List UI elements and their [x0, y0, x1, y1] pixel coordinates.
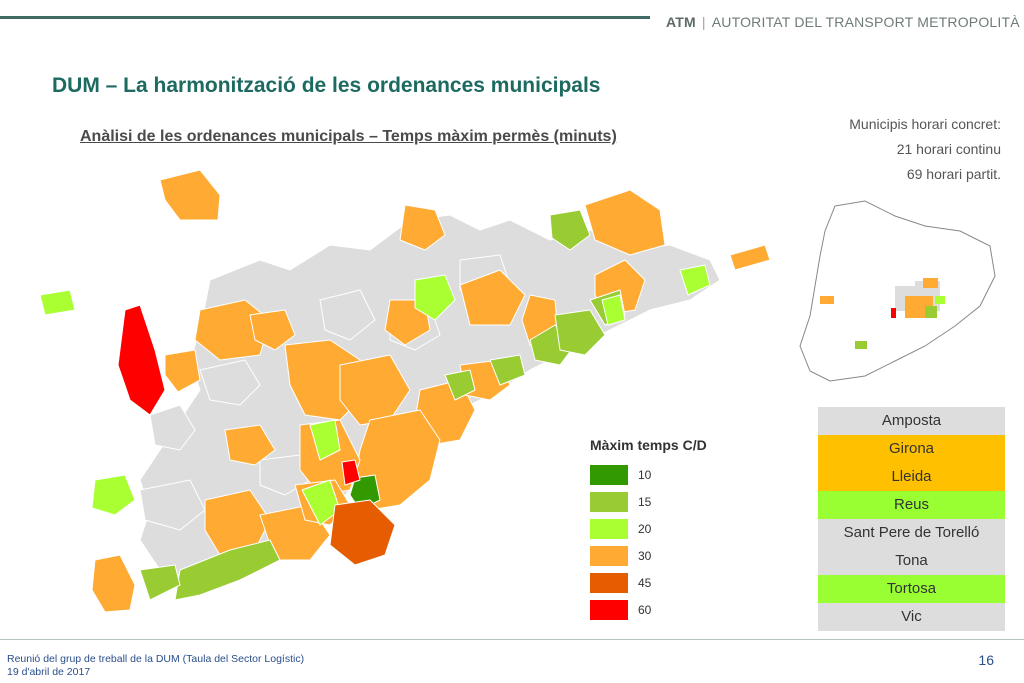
brand-separator: |	[701, 14, 706, 30]
map-region-grey	[149, 404, 196, 451]
legend-value: 45	[638, 575, 652, 590]
minimap-orange-region	[923, 278, 938, 288]
map-region-30	[584, 189, 666, 256]
legend-row: 15	[590, 488, 707, 515]
city-row: Amposta	[818, 407, 1005, 435]
slide-title: DUM – La harmonització de les ordenances…	[52, 74, 601, 97]
legend-title: Màxim temps C/D	[590, 437, 707, 453]
map-region-30	[729, 244, 771, 271]
catalonia-minimap	[799, 200, 996, 382]
city-table: Amposta Girona Lleida Reus Sant Pere de Tore…	[818, 407, 1005, 631]
legend-swatch	[590, 518, 628, 539]
minimap-red-region	[891, 308, 896, 318]
map-legend: Màxim temps C/D 10 15 20 30 45 60	[590, 437, 707, 623]
map-region-20	[414, 274, 456, 321]
footer-meeting: Reunió del grup de treball de la DUM (Ta…	[7, 653, 305, 665]
map-region-45	[329, 499, 396, 566]
map-region-30	[459, 269, 526, 326]
municipalities-map	[39, 169, 771, 613]
map-region-20	[309, 419, 341, 461]
legend-value: 60	[638, 602, 652, 617]
map-region-grey	[199, 359, 261, 406]
legend-row: 20	[590, 515, 707, 542]
map-region-60	[341, 459, 361, 486]
footer-date: 19 d'abril de 2017	[7, 666, 91, 678]
city-row: Tortosa	[818, 575, 1005, 603]
city-row: Vic	[818, 603, 1005, 631]
legend-value: 10	[638, 467, 652, 482]
page-number: 16	[978, 652, 994, 668]
brand-acronym: ATM	[666, 14, 696, 30]
minimap-green-region	[855, 341, 867, 349]
legend-row: 60	[590, 596, 707, 623]
map-region-30	[164, 349, 201, 393]
map-region-grey	[319, 289, 376, 341]
city-row: Girona	[818, 435, 1005, 463]
map-region-grey	[139, 479, 206, 531]
map-region-20	[39, 289, 76, 316]
legend-swatch	[590, 572, 628, 593]
map-region-30	[249, 309, 296, 351]
info-line-2: 21 horari continu	[896, 141, 1001, 157]
map-region-30	[91, 554, 136, 613]
city-row: Tona	[818, 547, 1005, 575]
info-box: Municipis horari concret: 21 horari cont…	[849, 112, 1001, 187]
map-region-15	[139, 564, 181, 601]
map-region-15	[549, 209, 591, 251]
legend-value: 30	[638, 548, 652, 563]
footer-text: Reunió del grup de treball de la DUM (Ta…	[7, 653, 304, 679]
brand-name: AUTORITAT DEL TRANSPORT METROPOLITÀ	[711, 14, 1020, 30]
map-region-20	[601, 294, 626, 326]
city-row: Reus	[818, 491, 1005, 519]
map-region-15	[554, 309, 606, 356]
map-region-60	[117, 304, 166, 416]
legend-swatch	[590, 464, 628, 485]
map-region-30	[224, 424, 276, 466]
legend-swatch	[590, 599, 628, 620]
legend-row: 45	[590, 569, 707, 596]
legend-row: 30	[590, 542, 707, 569]
map-region-20	[91, 474, 136, 516]
map-region-15	[489, 354, 526, 386]
minimap-orange-region	[820, 296, 834, 304]
minimap-green-region	[925, 306, 937, 318]
city-row: Sant Pere de Torelló	[818, 519, 1005, 547]
legend-swatch	[590, 545, 628, 566]
footer-rule	[0, 639, 1024, 640]
map-region-30	[399, 204, 446, 251]
legend-swatch	[590, 491, 628, 512]
legend-value: 15	[638, 494, 652, 509]
legend-row: 10	[590, 461, 707, 488]
map-region-15	[444, 369, 476, 401]
map-region-30	[159, 169, 221, 221]
info-line-1: Municipis horari concret:	[849, 116, 1001, 132]
city-row: Lleida	[818, 463, 1005, 491]
map-region-20	[679, 264, 711, 296]
slide-subtitle: Anàlisi de les ordenances municipals – T…	[80, 128, 617, 145]
minimap-green-region	[935, 296, 945, 304]
header-rule	[0, 16, 650, 19]
legend-value: 20	[638, 521, 652, 536]
map-region-15	[174, 539, 281, 601]
info-line-3: 69 horari partit.	[906, 166, 1001, 182]
brand-logo: ATM | AUTORITAT DEL TRANSPORT METROPOLITÀ	[666, 14, 1020, 30]
